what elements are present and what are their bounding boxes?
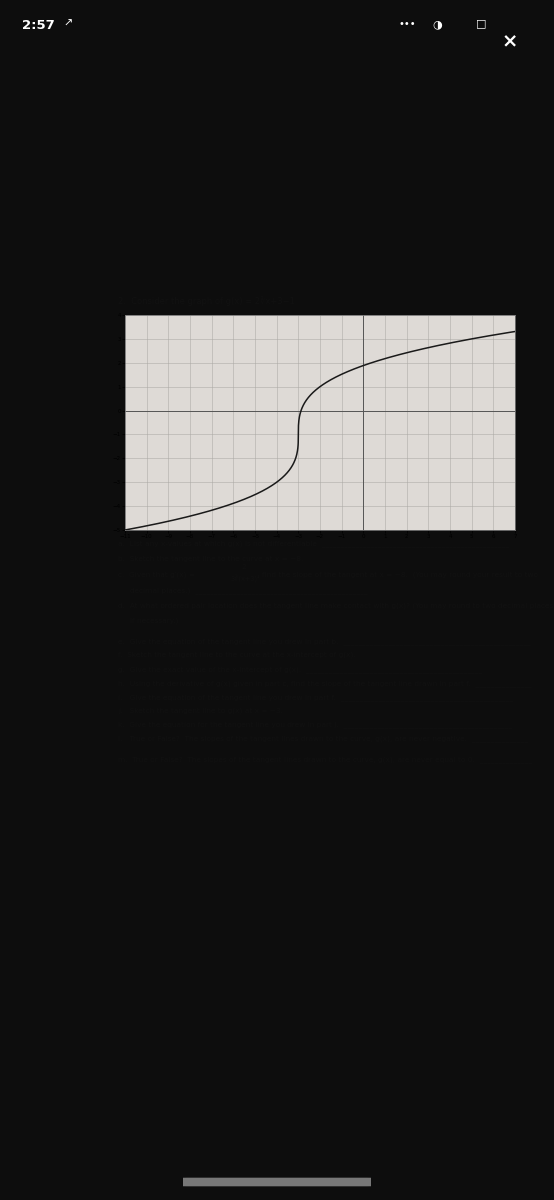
Text: m.  True or False?  The slopes of the tangent lines drawn to the curve, g(x), ar: m. True or False? The slopes of the tang… [118,756,532,763]
Text: j.   Sketch the tangent line to g(x) at x = −3.: j. Sketch the tangent line to g(x) at x … [118,707,283,714]
Text: f.  Sketch the tangent line to the curve at the x-intercept of g(x).: f. Sketch the tangent line to the curve … [118,652,356,659]
Text: 2: 2 [242,564,246,570]
Text: a.  List any x-values at which g(x) is not differentiable  _____________________: a. List any x-values at which g(x) is no… [118,540,509,547]
Text: if necessary.): if necessary.) [118,617,178,624]
Text: , find the slope of the tangent at x = −8.  (You may round your result to two: , find the slope of the tangent at x = −… [255,571,538,577]
Text: i.   Give the equation of the tangent line you drew in part f.  ________________: i. Give the equation of the tangent line… [118,694,513,701]
Text: •••: ••• [399,19,417,29]
Text: 3∛(x+3)²: 3∛(x+3)² [230,575,260,583]
Text: □: □ [476,18,487,28]
Text: k.  Give the equation for the tangent line you drew in part j.  ________________: k. Give the equation for the tangent lin… [118,721,512,727]
Text: d.  At what ordered pair location does the tangent line make contact with g(x)? : d. At what ordered pair location does th… [118,602,554,610]
Text: 2:57: 2:57 [22,19,55,32]
Text: ×: × [501,32,518,52]
Text: decimal places.)  ______________________________________________: decimal places.) _______________________… [118,587,368,594]
Text: e.  Give the equation of the tangent line you drew in part b.  _________________: e. Give the equation of the tangent line… [118,638,531,644]
Text: h.  Using the derivative of g(x) given in part c, find the slope of the tangent : h. Using the derivative of g(x) given in… [118,680,532,686]
FancyBboxPatch shape [177,1177,377,1187]
Text: b.  Sketch the tangent line to the curve at x = −8.: b. Sketch the tangent line to the curve … [118,556,304,562]
Text: l.   True or False?  The slopes of the tangent lines drawn to the curve, g(x), a: l. True or False? The slopes of the tang… [118,734,528,742]
Text: g.  Give the exact value of the x-intercept of g(x).  __________________________: g. Give the exact value of the x-interce… [118,666,482,673]
Text: ↗: ↗ [64,19,73,29]
Text: c.  Given that g′(x) =: c. Given that g′(x) = [118,571,197,577]
Text: ◑: ◑ [432,19,442,29]
Text: 2.  Consider the graph of g(x) = 2∛x+3−1: 2. Consider the graph of g(x) = 2∛x+3−1 [118,296,295,306]
